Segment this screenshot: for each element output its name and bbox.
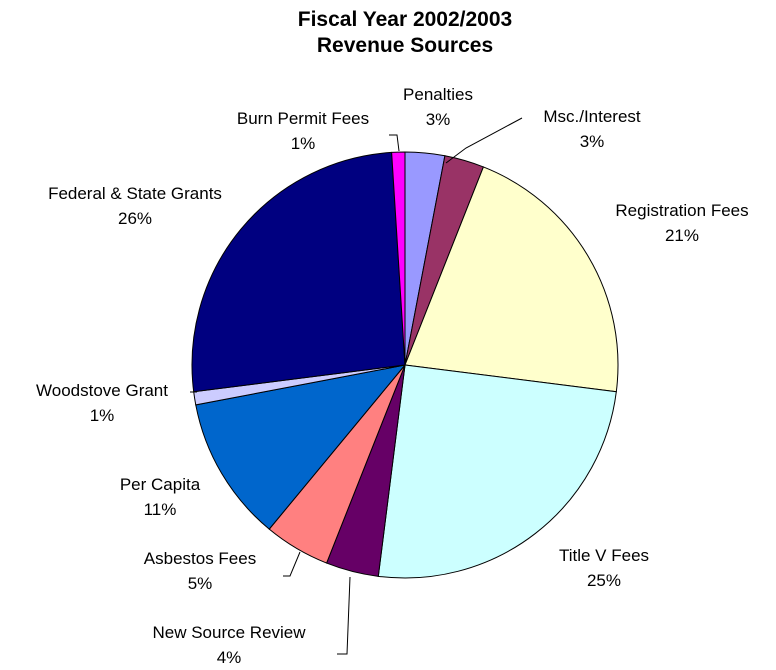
slice-label-percent: 4% xyxy=(216,648,242,667)
slice-label: Title V Fees 25% xyxy=(559,543,649,593)
chart-title-line-1: Fiscal Year 2002/2003 xyxy=(297,8,513,31)
slice-label-name: Registration Fees xyxy=(615,201,749,220)
slice-label: Burn Permit Fees 1% xyxy=(237,106,369,156)
slice-label-name: Woodstove Grant xyxy=(36,381,168,400)
slice-label: Per Capita 11% xyxy=(120,472,200,522)
slice-label-name: New Source Review xyxy=(152,623,306,642)
pie-slice-federal-state-grants xyxy=(191,151,406,393)
slice-label-percent: 11% xyxy=(143,500,177,519)
slice-label-name: Title V Fees xyxy=(558,546,650,565)
slice-label-name: Asbestos Fees xyxy=(143,549,257,568)
slice-label-percent: 21% xyxy=(664,226,700,245)
slice-label-percent: 3% xyxy=(425,110,451,129)
slice-label-name: Msc./Interest xyxy=(543,107,641,126)
pie-slice-burn-permit-fees xyxy=(391,151,406,366)
leader-line xyxy=(389,134,400,152)
leader-line xyxy=(283,551,301,577)
slice-label: Registration Fees 21% xyxy=(615,198,748,248)
pie-slice-registration-fees xyxy=(404,166,619,393)
slice-label-name: Per Capita xyxy=(119,475,201,494)
slice-label-percent: 5% xyxy=(187,574,213,593)
slice-label: Woodstove Grant 1% xyxy=(36,378,168,428)
pie-slice-per-capita xyxy=(195,364,407,530)
slice-label-percent: 3% xyxy=(579,132,605,151)
leader-line xyxy=(445,117,523,164)
slice-label-name: Federal & State Grants xyxy=(48,184,222,203)
slice-label-percent: 1% xyxy=(89,406,115,425)
chart-title-line-2: Revenue Sources xyxy=(316,34,494,57)
slice-label: New Source Review 4% xyxy=(152,620,305,670)
slice-label-percent: 26% xyxy=(117,209,153,228)
slice-label-name: Burn Permit Fees xyxy=(236,109,370,128)
slice-label-name: Penalties xyxy=(403,85,473,104)
slice-label-percent: 1% xyxy=(290,134,316,153)
slice-label: Penalties 3% xyxy=(403,82,473,132)
slice-label: Asbestos Fees 5% xyxy=(144,546,256,596)
slice-label-percent: 25% xyxy=(586,571,622,590)
slice-label: Federal & State Grants 26% xyxy=(48,181,222,231)
leader-line xyxy=(337,576,351,655)
pie-slice-title-v-fees xyxy=(377,364,617,579)
slice-label: Msc./Interest 3% xyxy=(543,104,640,154)
